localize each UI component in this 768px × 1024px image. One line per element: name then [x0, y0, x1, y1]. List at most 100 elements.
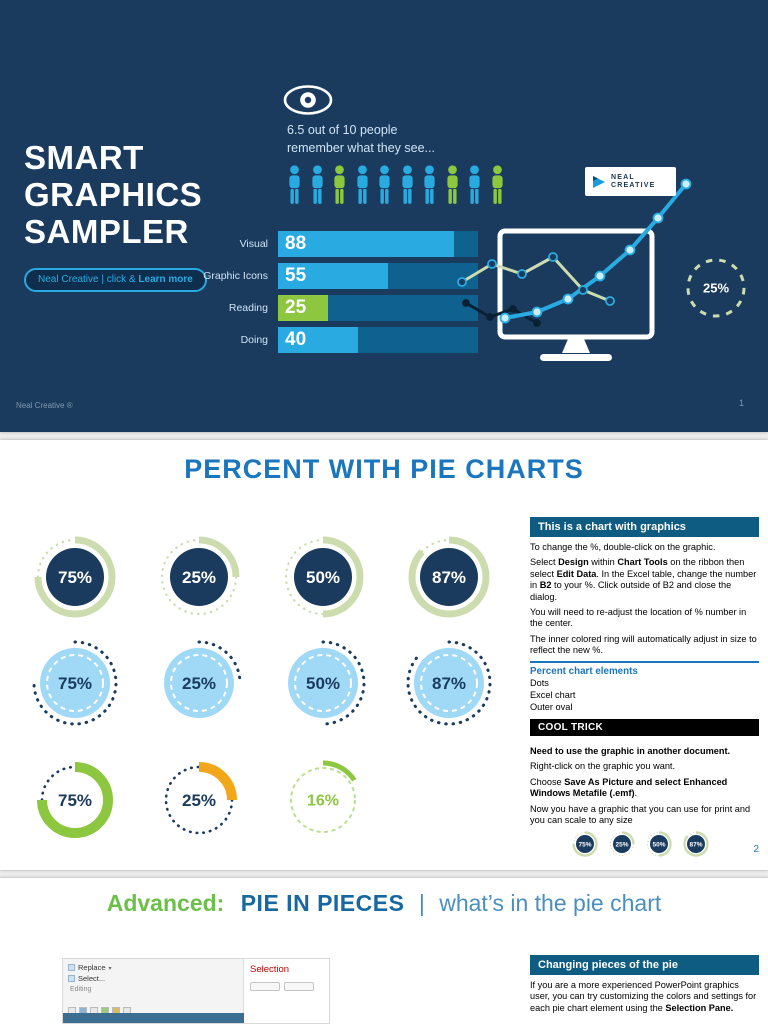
percent-donut-25: 25% — [686, 258, 746, 318]
logo-line2: CREATIVE — [611, 181, 656, 189]
slide3-heading: Advanced: PIE IN PIECES | what’s in the … — [0, 878, 768, 917]
title-line3: SAMPLER — [24, 213, 189, 250]
status-bar — [63, 1013, 244, 1023]
learn-more-button[interactable]: Neal Creative | click & Learn more — [24, 268, 207, 292]
pane-button — [284, 982, 314, 991]
donut-75%: 75% — [29, 531, 121, 623]
donut-75%: 75% — [29, 754, 121, 846]
pie-pieces-panel: Changing pieces of the pie If you are a … — [530, 955, 759, 1018]
select-menu-item: Select... — [68, 974, 112, 983]
mini-donut-87%: 87% — [683, 830, 709, 857]
bar-track: 55 — [278, 263, 478, 289]
footer-credit: Neal Creative ® — [16, 401, 73, 410]
bar-value: 40 — [285, 329, 307, 350]
bar-row-doing: Doing 40 — [170, 327, 490, 353]
svg-text:75%: 75% — [58, 568, 92, 587]
donut-87%: 87% — [403, 637, 495, 729]
instructions-panel: This is a chart with graphics To change … — [530, 517, 759, 857]
percent-label: 25% — [703, 281, 729, 296]
person-icon-green — [491, 165, 503, 204]
title-line2: GRAPHICS — [24, 176, 203, 213]
neal-creative-logo: NEAL CREATIVE — [585, 167, 676, 196]
donut-25%: 25% — [153, 637, 245, 729]
bar-value: 55 — [285, 265, 307, 286]
svg-text:75%: 75% — [578, 841, 591, 848]
person-icon-blue — [401, 165, 413, 204]
replace-icon — [68, 964, 75, 971]
monitor-frame — [497, 228, 655, 361]
svg-text:50%: 50% — [652, 841, 665, 848]
bar-fill — [278, 327, 358, 353]
panel-header: This is a chart with graphics — [530, 517, 759, 537]
mini-donut-row: 75% 25% 50% 87% — [572, 830, 759, 857]
replace-label: Replace — [78, 963, 106, 972]
person-icon-blue — [424, 165, 435, 204]
cool-trick-text: Need to use the graphic in another docum… — [530, 746, 751, 826]
bar-label: Doing — [240, 334, 268, 346]
person-icon-blue — [469, 165, 480, 204]
title-line1: SMART — [24, 139, 144, 176]
eye-icon — [283, 85, 333, 115]
svg-text:25%: 25% — [182, 568, 216, 587]
logo-mark-icon — [593, 175, 605, 188]
dropdown-caret-icon — [109, 963, 112, 972]
line-charts — [457, 178, 692, 327]
svg-text:75%: 75% — [58, 791, 92, 810]
heading-separator: | — [418, 890, 425, 916]
bar-row-graphic-icons: Graphic Icons 55 — [170, 263, 490, 289]
person-icon-blue — [311, 165, 323, 204]
bar-track: 40 — [278, 327, 478, 353]
bar-label: Reading — [228, 302, 268, 314]
donut-50%: 50% — [277, 637, 369, 729]
panel-text: If you are a more experienced PowerPoint… — [530, 980, 757, 1013]
heading-tail: what’s in the pie chart — [439, 890, 662, 916]
mini-donut-75%: 75% — [572, 830, 598, 857]
page-number-1: 1 — [738, 398, 744, 408]
select-label: Select... — [78, 974, 106, 983]
svg-text:87%: 87% — [432, 568, 466, 587]
heading-main: PIE IN PIECES — [240, 890, 405, 916]
caption-line2: remember what they see... — [287, 141, 435, 155]
slide-1: 6.5 out of 10 people remember what they … — [0, 0, 768, 432]
person-icon-blue — [356, 165, 368, 204]
bar-label: Graphic Icons — [203, 270, 268, 282]
element-excel-chart: Excel chart — [530, 689, 576, 700]
editing-group: Replace Select... Editing — [68, 963, 112, 993]
svg-text:50%: 50% — [306, 674, 340, 693]
editing-group-label: Editing — [70, 986, 92, 993]
slide-title: SMART GRAPHICS SAMPLER — [24, 139, 202, 250]
bar-track: 88 — [278, 231, 478, 257]
bar-row-reading: Reading 25 — [170, 295, 490, 321]
bar-row-visual: Visual 88 — [170, 231, 490, 257]
bar-fill — [278, 295, 328, 321]
page-number-2: 2 — [753, 844, 759, 855]
svg-text:50%: 50% — [306, 568, 340, 587]
monitor-illustration — [457, 178, 692, 361]
button-prefix: Neal Creative | click & — [38, 274, 139, 285]
bar-fill — [278, 263, 388, 289]
logo-text: NEAL CREATIVE — [611, 174, 655, 190]
element-dots: Dots — [530, 677, 549, 688]
svg-text:16%: 16% — [307, 793, 339, 810]
svg-text:25%: 25% — [615, 841, 628, 848]
cool-trick-header: COOL TRICK — [530, 719, 759, 737]
person-icon-green — [446, 165, 458, 204]
donut-16%: 16% — [277, 754, 369, 846]
bar-label: Visual — [239, 238, 268, 250]
slide-3: Advanced: PIE IN PIECES | what’s in the … — [0, 878, 768, 1024]
svg-text:87%: 87% — [689, 841, 702, 848]
heading-advanced: Advanced: — [106, 890, 225, 916]
bar-value: 88 — [285, 233, 307, 254]
person-icon-blue — [289, 165, 300, 204]
person-icon-blue — [379, 165, 390, 204]
svg-text:87%: 87% — [432, 674, 466, 693]
svg-text:25%: 25% — [182, 674, 216, 693]
select-icon — [68, 975, 75, 982]
caption-line1: 6.5 out of 10 people — [287, 123, 398, 137]
selection-pane-title: Selection — [250, 964, 290, 975]
caption: 6.5 out of 10 people remember what they … — [287, 121, 435, 157]
memory-bar-chart: Visual 88 Graphic Icons 55 Reading 25 Doing 40 — [170, 231, 490, 359]
mini-donut-50%: 50% — [646, 830, 672, 857]
donut-75%: 75% — [29, 637, 121, 729]
